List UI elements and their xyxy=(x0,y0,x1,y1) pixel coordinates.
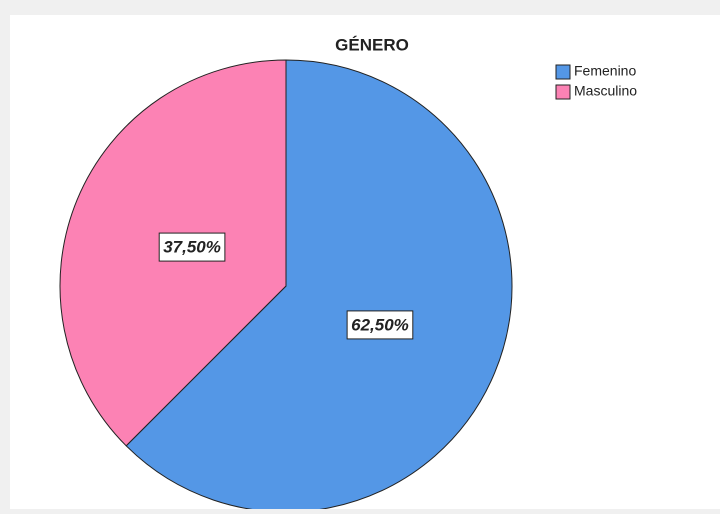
legend-label: Masculino xyxy=(574,83,637,99)
data-label-box xyxy=(346,310,414,340)
legend-swatch xyxy=(555,64,571,80)
legend-label: Femenino xyxy=(574,63,636,79)
data-label-box xyxy=(158,232,226,262)
legend-swatch xyxy=(555,84,571,100)
chart-title: GÉNERO xyxy=(335,35,409,54)
data-label: 62,50% xyxy=(351,315,409,334)
data-label: 37,50% xyxy=(163,238,221,257)
pie-slice xyxy=(125,59,513,513)
